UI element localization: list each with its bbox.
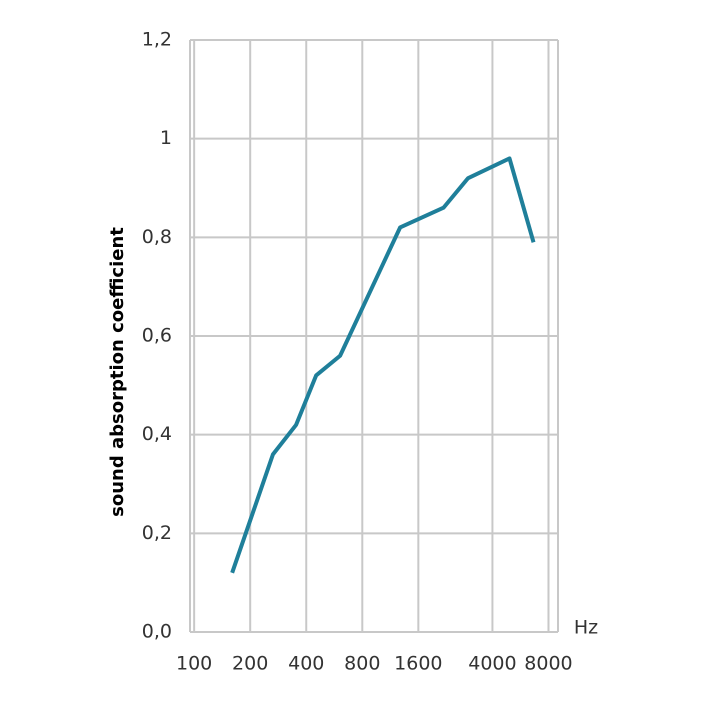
data-line bbox=[230, 156, 536, 574]
x-axis-label: Hz bbox=[574, 617, 598, 639]
x-tick-label: 100 bbox=[176, 653, 212, 675]
x-tick-label: 200 bbox=[232, 653, 268, 675]
x-tick-label: 4000 bbox=[468, 653, 516, 675]
x-tick-label: 8000 bbox=[524, 653, 572, 675]
y-tick-label: 0,2 bbox=[142, 522, 172, 544]
y-tick-label: 0,0 bbox=[142, 621, 172, 643]
x-tick-label: 800 bbox=[344, 653, 380, 675]
y-tick-label: 1,2 bbox=[142, 29, 172, 51]
y-tick-label: 0,4 bbox=[142, 423, 172, 445]
x-tick-label: 1600 bbox=[394, 653, 442, 675]
y-tick-label: 0,8 bbox=[142, 226, 172, 248]
y-tick-label: 0,6 bbox=[142, 325, 172, 347]
y-axis-label: sound absorption coefficient bbox=[107, 227, 128, 517]
y-tick-label: 1 bbox=[160, 127, 172, 149]
x-tick-label: 400 bbox=[288, 653, 324, 675]
